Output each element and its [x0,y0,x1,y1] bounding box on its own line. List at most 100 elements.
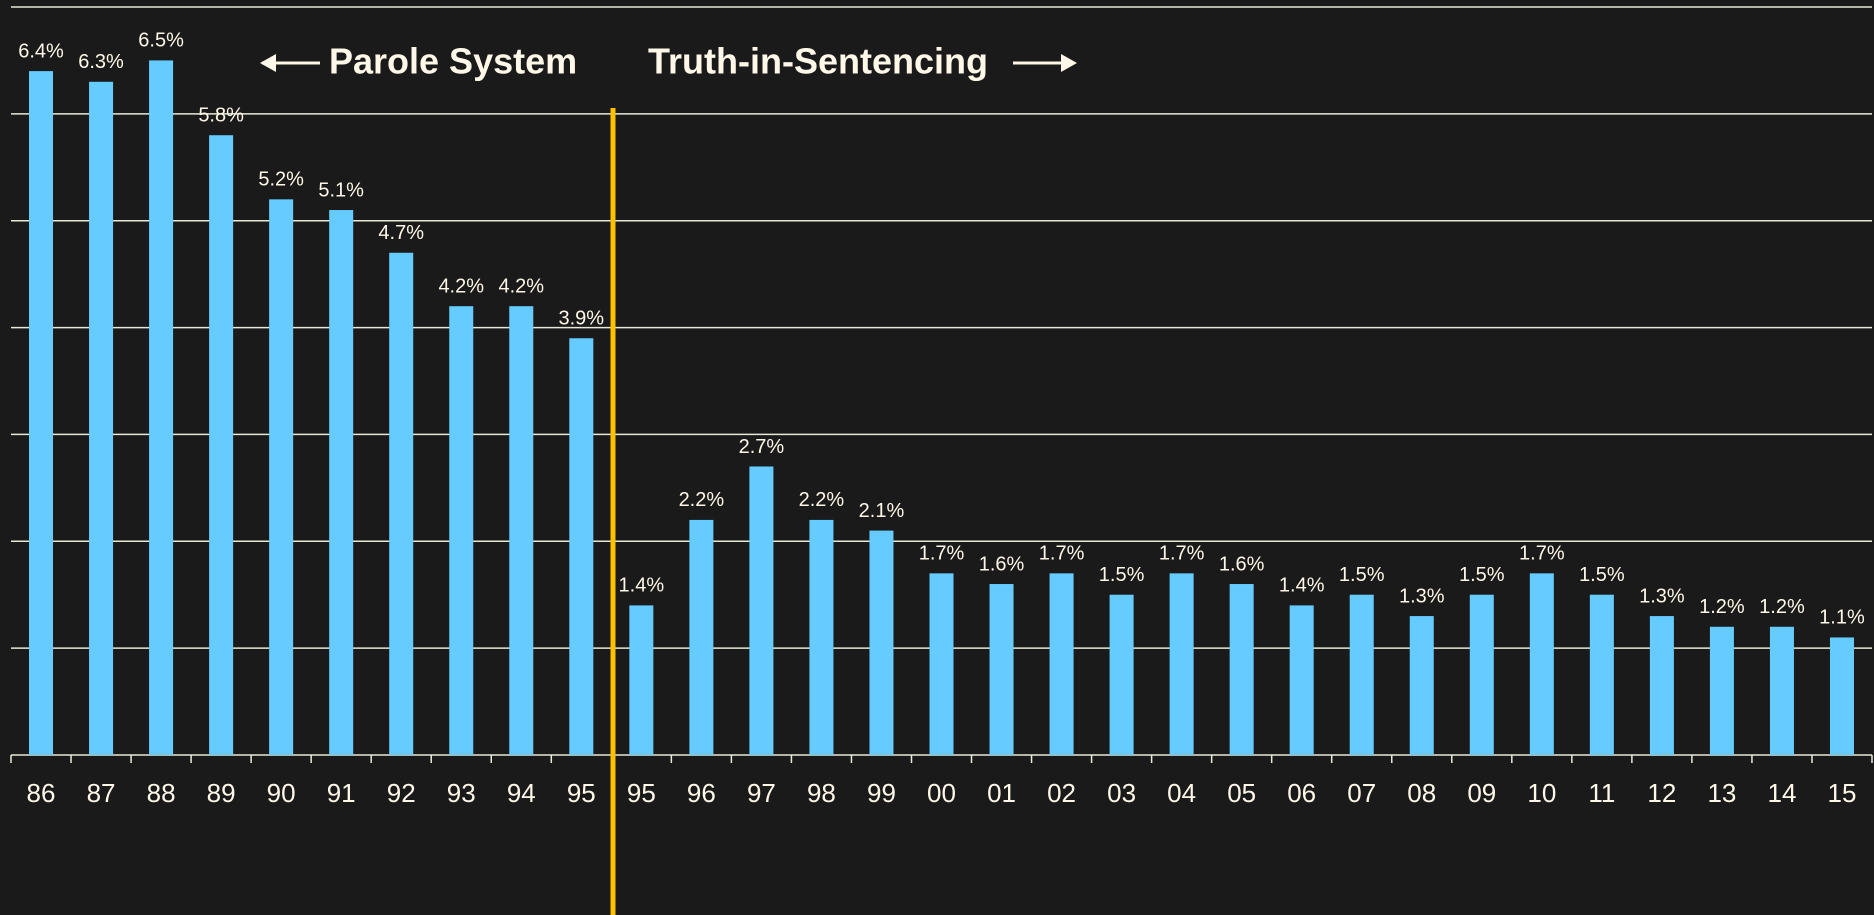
x-tick-label: 02 [1047,778,1076,808]
value-label: 5.8% [198,105,244,127]
x-tick-label: 10 [1527,778,1556,808]
value-label: 1.3% [1639,585,1685,607]
value-label: 1.5% [1099,564,1145,586]
x-tick-label: 98 [807,778,836,808]
truth-arrow [1013,54,1077,72]
x-tick-label: 09 [1467,778,1496,808]
bar [929,573,954,755]
x-tick-label: 11 [1588,778,1615,808]
bar [1529,573,1554,755]
value-label: 1.1% [1819,607,1865,629]
x-tick-label: 92 [387,778,416,808]
x-tick-label: 00 [927,778,956,808]
value-label: 3.9% [559,308,605,330]
value-label: 4.7% [378,222,424,244]
bar [209,135,234,755]
value-label: 1.7% [1159,543,1205,565]
x-tick-label: 06 [1287,778,1316,808]
value-label: 1.7% [1519,543,1565,565]
value-label: 2.2% [679,489,725,511]
x-tick-label: 93 [447,778,476,808]
x-tick-label: 97 [747,778,776,808]
bar [29,71,54,756]
bar [1109,594,1134,755]
bar [989,584,1014,755]
value-label: 5.2% [258,169,304,191]
bar [1049,573,1074,755]
value-label: 5.1% [318,179,364,201]
x-tick-label: 07 [1347,778,1376,808]
x-tick-label: 15 [1828,778,1857,808]
bar [1829,637,1854,755]
bar [509,306,534,755]
x-tick-label: 87 [87,778,116,808]
arrow-head [260,54,276,72]
bar [1769,626,1794,755]
x-tick-label: 94 [507,778,536,808]
x-tick-label: 86 [27,778,56,808]
bar [1709,626,1734,755]
value-label: 1.4% [619,575,665,597]
bar [1349,594,1374,755]
x-tick-label: 14 [1767,778,1796,808]
value-label: 1.5% [1459,564,1505,586]
x-tick-label: 95 [567,778,596,808]
parole-arrow [260,54,320,72]
x-tick-label: 13 [1707,778,1736,808]
value-label: 6.4% [18,40,64,62]
value-label: 4.2% [498,275,544,297]
annotation: Truth-in-Sentencing [648,41,988,82]
value-label: 1.7% [1039,543,1085,565]
value-label: 1.7% [919,543,965,565]
value-label: 1.5% [1579,564,1625,586]
value-label: 6.3% [78,51,124,73]
bar [1169,573,1194,755]
x-tick-label: 01 [987,778,1016,808]
bar [89,81,114,756]
bar [1229,584,1254,755]
value-label: 1.6% [1219,553,1265,575]
value-label: 1.6% [979,553,1025,575]
bar [1289,605,1314,755]
value-label: 1.5% [1339,564,1385,586]
x-tick-label: 04 [1167,778,1196,808]
value-label: 2.2% [799,489,845,511]
bar [629,605,654,755]
bar [1409,616,1434,755]
x-tick-label: 05 [1227,778,1256,808]
value-label: 1.4% [1279,575,1325,597]
bar [149,60,174,755]
bars: 86 6.4% 87 6.3% 88 6.5% 89 5.8% 90 5.2% 91 5.1% 92 4.… [18,30,1865,808]
x-tick-label: 96 [687,778,716,808]
bar [329,210,354,755]
bar [569,338,594,755]
bar [689,519,714,755]
bar [389,252,414,755]
bar [749,466,774,755]
bar [1469,594,1494,755]
bar [269,199,294,756]
x-tick-label: 99 [867,778,896,808]
x-tick-label: 88 [147,778,176,808]
x-tick-label: 03 [1107,778,1136,808]
value-label: 1.2% [1759,596,1805,618]
x-tick-label: 90 [267,778,296,808]
x-tick-label: 95 [627,778,656,808]
value-label: 4.2% [438,275,484,297]
x-tick-label: 91 [327,778,356,808]
x-tick-label: 08 [1407,778,1436,808]
bar [1649,616,1674,755]
value-label: 2.1% [859,500,905,522]
bar [1589,594,1614,755]
x-tick-label: 12 [1647,778,1676,808]
x-tick-label: 89 [207,778,236,808]
value-label: 1.3% [1399,585,1445,607]
annotation: Parole System [329,41,577,82]
arrow-head [1061,54,1077,72]
bar [869,530,894,755]
value-label: 2.7% [739,436,785,458]
value-label: 1.2% [1699,596,1745,618]
